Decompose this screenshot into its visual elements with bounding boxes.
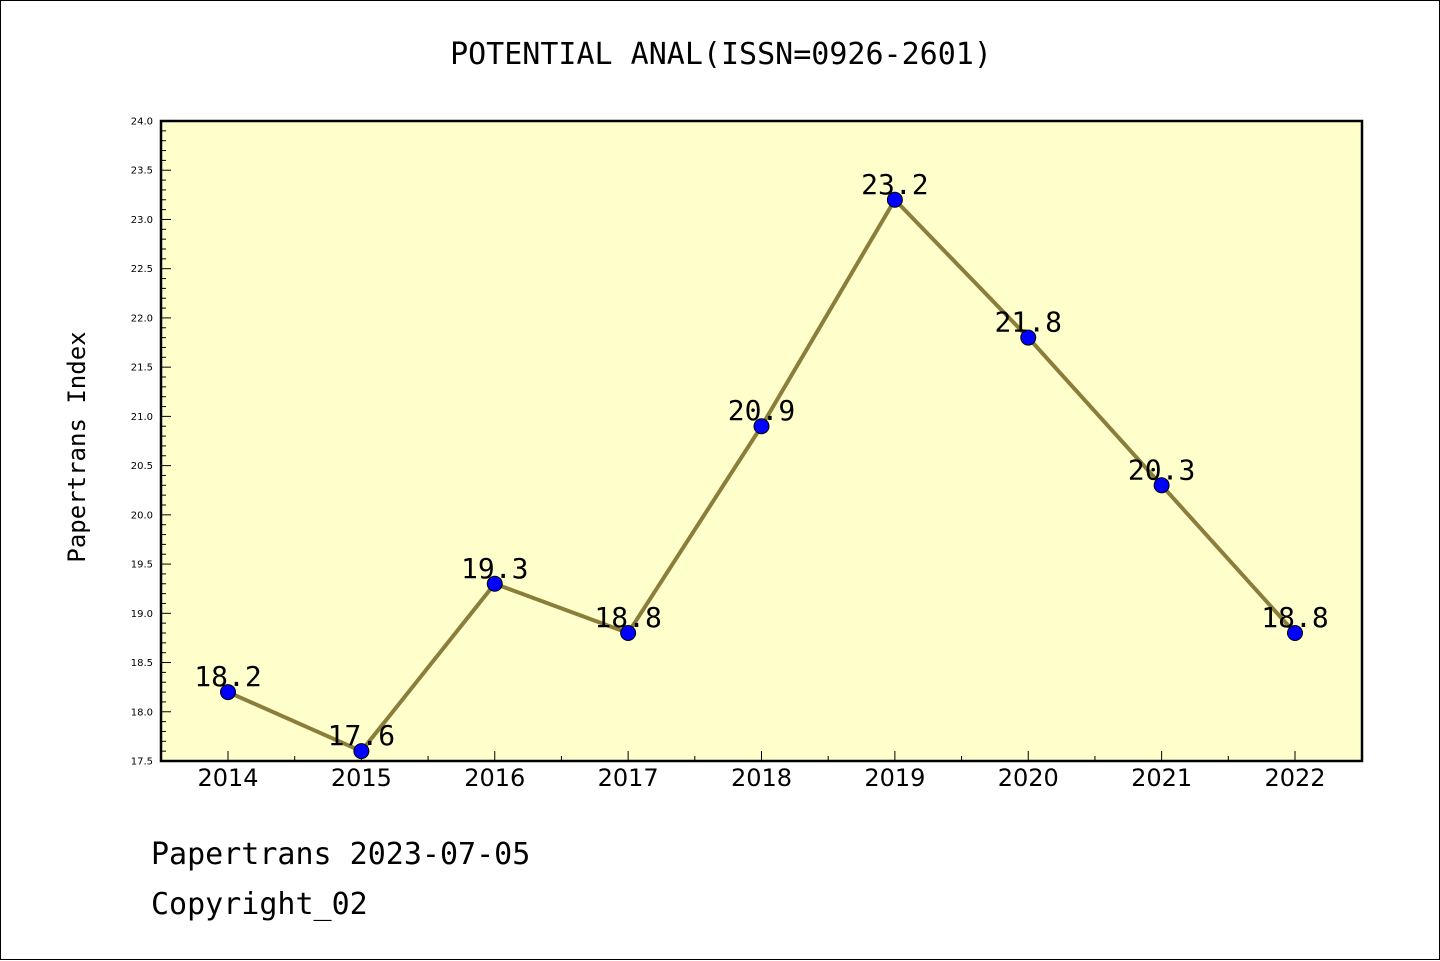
x-tick-label: 2016 (464, 764, 525, 792)
y-tick-label: 17.5 (131, 757, 153, 768)
data-label: 17.6 (328, 719, 395, 752)
y-tick-label: 22.5 (131, 264, 153, 275)
series-layer (220, 191, 1303, 760)
data-point (886, 191, 903, 208)
y-tick-label: 23.5 (131, 166, 153, 177)
data-label: 20.9 (728, 394, 795, 427)
data-point (220, 684, 236, 701)
y-tick-label: 19.0 (131, 609, 153, 620)
footer-copyright: Copyright_02 (151, 887, 368, 922)
data-point (353, 743, 370, 760)
data-label: 18.8 (594, 601, 661, 634)
y-tick-label: 24.0 (131, 117, 153, 128)
x-tick-label: 2021 (1131, 764, 1192, 792)
y-tick-label: 18.5 (131, 658, 153, 669)
data-label: 23.2 (861, 168, 928, 201)
y-tick-label: 23.0 (131, 215, 153, 226)
x-tick-label: 2022 (1264, 764, 1325, 792)
data-labels: 18.2 17.6 19.3 18.8 20.9 23.2 21.8 20.3 18.8 (194, 168, 1328, 752)
plot-area (161, 121, 1362, 761)
y-tick-label: 18.0 (131, 707, 153, 718)
y-tick-label: 21.0 (131, 412, 153, 423)
data-label: 18.8 (1261, 601, 1328, 634)
x-axis: 2014 2015 2016 2017 2018 2019 2020 2021 2022 (197, 751, 1326, 792)
data-label: 20.3 (1128, 453, 1195, 486)
x-tick-label: 2020 (998, 764, 1059, 792)
y-tick-label: 22.0 (131, 313, 153, 324)
x-tick-label: 2015 (331, 764, 392, 792)
x-tick-label: 2014 (197, 764, 258, 792)
data-point (1020, 329, 1037, 346)
data-label: 19.3 (461, 552, 528, 585)
y-tick-label: 20.5 (131, 461, 153, 472)
data-point (753, 418, 770, 435)
y-tick-label: 20.0 (131, 510, 153, 521)
x-tick-label: 2019 (864, 764, 925, 792)
data-label: 18.2 (194, 660, 261, 693)
data-point (486, 575, 503, 592)
x-tick-label: 2017 (598, 764, 659, 792)
footer-date: Papertrans 2023-07-05 (151, 837, 531, 872)
chart-title: POTENTIAL ANAL(ISSN=0926-2601) (450, 37, 992, 72)
y-tick-label: 19.5 (131, 560, 153, 571)
y-axis: 17.5 18.0 18.5 19.0 19.5 20.0 20.5 21.0 21.5 22.0… (131, 117, 171, 768)
y-tick-label: 21.5 (131, 363, 153, 374)
plot-border (159, 119, 1364, 763)
data-point (620, 625, 637, 641)
data-point (1287, 625, 1303, 641)
data-point (1153, 477, 1170, 494)
data-label: 21.8 (995, 306, 1062, 339)
x-tick-label: 2018 (731, 764, 792, 792)
